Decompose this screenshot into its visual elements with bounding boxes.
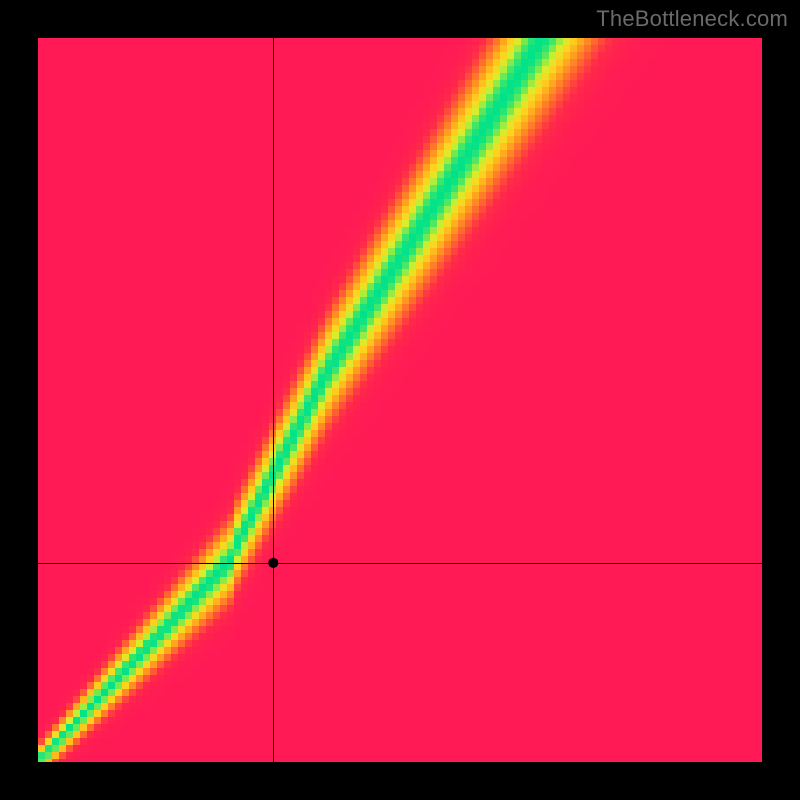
heatmap-canvas (0, 0, 800, 800)
watermark-text: TheBottleneck.com (596, 6, 788, 32)
